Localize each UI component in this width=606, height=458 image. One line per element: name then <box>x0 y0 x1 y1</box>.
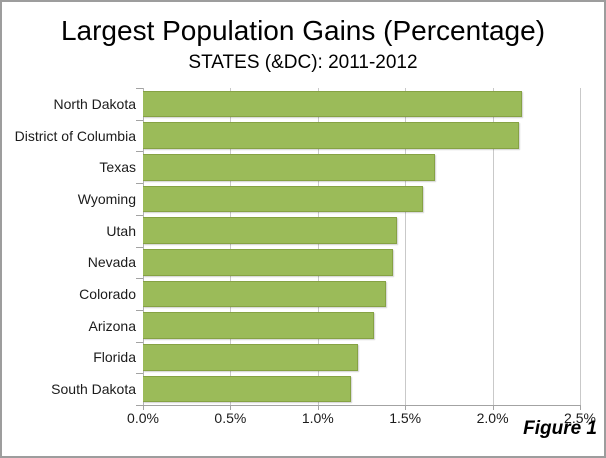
category-label: North Dakota <box>53 95 136 112</box>
bar-colorado <box>143 280 386 308</box>
category-label: Utah <box>106 222 136 239</box>
x-axis-tick <box>492 405 494 410</box>
y-axis-tick <box>136 309 143 311</box>
bar-north-dakota <box>143 90 523 118</box>
x-axis-tick <box>317 405 319 410</box>
category-label: Nevada <box>87 254 136 271</box>
x-axis-tick <box>405 405 407 410</box>
y-axis-tick <box>136 246 143 248</box>
category-label: Wyoming <box>77 190 136 207</box>
y-axis-tick <box>136 88 143 89</box>
y-axis-tick <box>136 341 143 343</box>
y-axis-tick <box>136 119 143 121</box>
gridline <box>317 88 319 405</box>
bar-arizona <box>143 312 374 340</box>
y-axis-tick <box>136 183 143 185</box>
category-label: Florida <box>93 349 136 366</box>
y-axis-tick <box>136 278 143 280</box>
x-tick-label: 2.0% <box>476 410 509 426</box>
gridline <box>230 88 232 405</box>
x-axis-tick <box>580 405 581 410</box>
bar-nevada <box>143 249 393 276</box>
figure-caption: Figure 1 <box>523 418 597 439</box>
category-label: Texas <box>99 159 136 176</box>
bar-texas <box>143 153 435 181</box>
category-label: South Dakota <box>51 381 136 398</box>
y-axis-tick <box>136 151 143 153</box>
x-tick-label: 0.0% <box>127 410 159 426</box>
x-axis-tick <box>143 405 144 410</box>
chart-subtitle: STATES (&DC): 2011-2012 <box>188 52 418 73</box>
category-label: District of Columbia <box>14 127 136 144</box>
category-label: Colorado <box>79 286 136 303</box>
chart-title: Largest Population Gains (Percentage) <box>60 15 546 46</box>
y-axis-tick <box>136 214 143 216</box>
bar-utah <box>143 217 397 244</box>
bar-district-of-columbia <box>143 122 519 149</box>
x-tick-label: 1.5% <box>389 410 422 426</box>
gridline <box>492 88 494 405</box>
x-tick-label: 1.0% <box>301 410 334 426</box>
plot-area: North Dakota District of Columbia Texas Wyo… <box>15 88 596 426</box>
category-label: Arizona <box>88 317 136 334</box>
x-axis-line <box>136 405 580 406</box>
x-axis-tick <box>230 405 232 410</box>
bar-wyoming <box>143 185 423 213</box>
bar-florida <box>143 344 358 371</box>
x-tick-label: 0.5% <box>214 410 247 426</box>
gridline <box>580 88 581 405</box>
y-axis-line <box>143 88 144 405</box>
bar-south-dakota <box>143 375 351 403</box>
x-tick-label: 2.5% <box>564 410 596 426</box>
gridline <box>405 88 407 405</box>
y-axis-tick <box>136 373 143 375</box>
